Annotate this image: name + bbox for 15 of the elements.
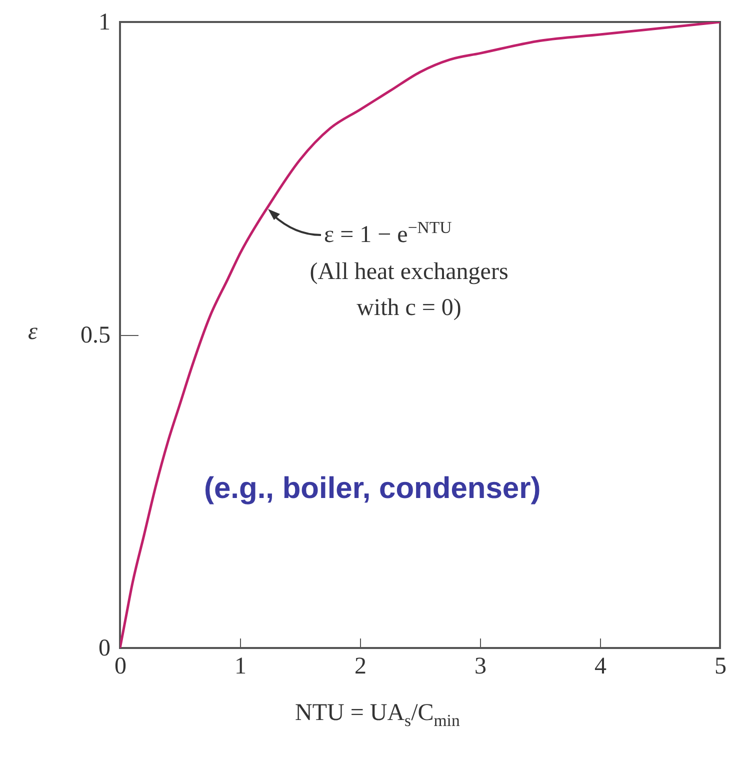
y-axis-title: ε <box>28 319 38 346</box>
x-tick-label: 0 <box>114 654 126 680</box>
x-tick-label: 3 <box>474 654 486 680</box>
annotation: ε = 1 − e$^{−NTU}$ <box>324 218 452 249</box>
x-tick-label: 2 <box>354 654 366 680</box>
y-tick-label: 0.5 <box>80 322 110 348</box>
line-series <box>120 22 720 648</box>
x-tick-label: 1 <box>234 654 246 680</box>
y-tick-label: 0 <box>98 636 110 662</box>
x-tick-label: 4 <box>594 654 606 680</box>
x-tick-label: 5 <box>714 654 726 680</box>
x-axis-title: NTU = UA$_{s}$/C$_{min}$ <box>295 700 460 731</box>
annotation: (e.g., boiler, condenser) <box>204 472 541 506</box>
annotation: (All heat exchangers with c = 0) <box>308 258 510 323</box>
y-tick-label: 1 <box>98 10 110 36</box>
